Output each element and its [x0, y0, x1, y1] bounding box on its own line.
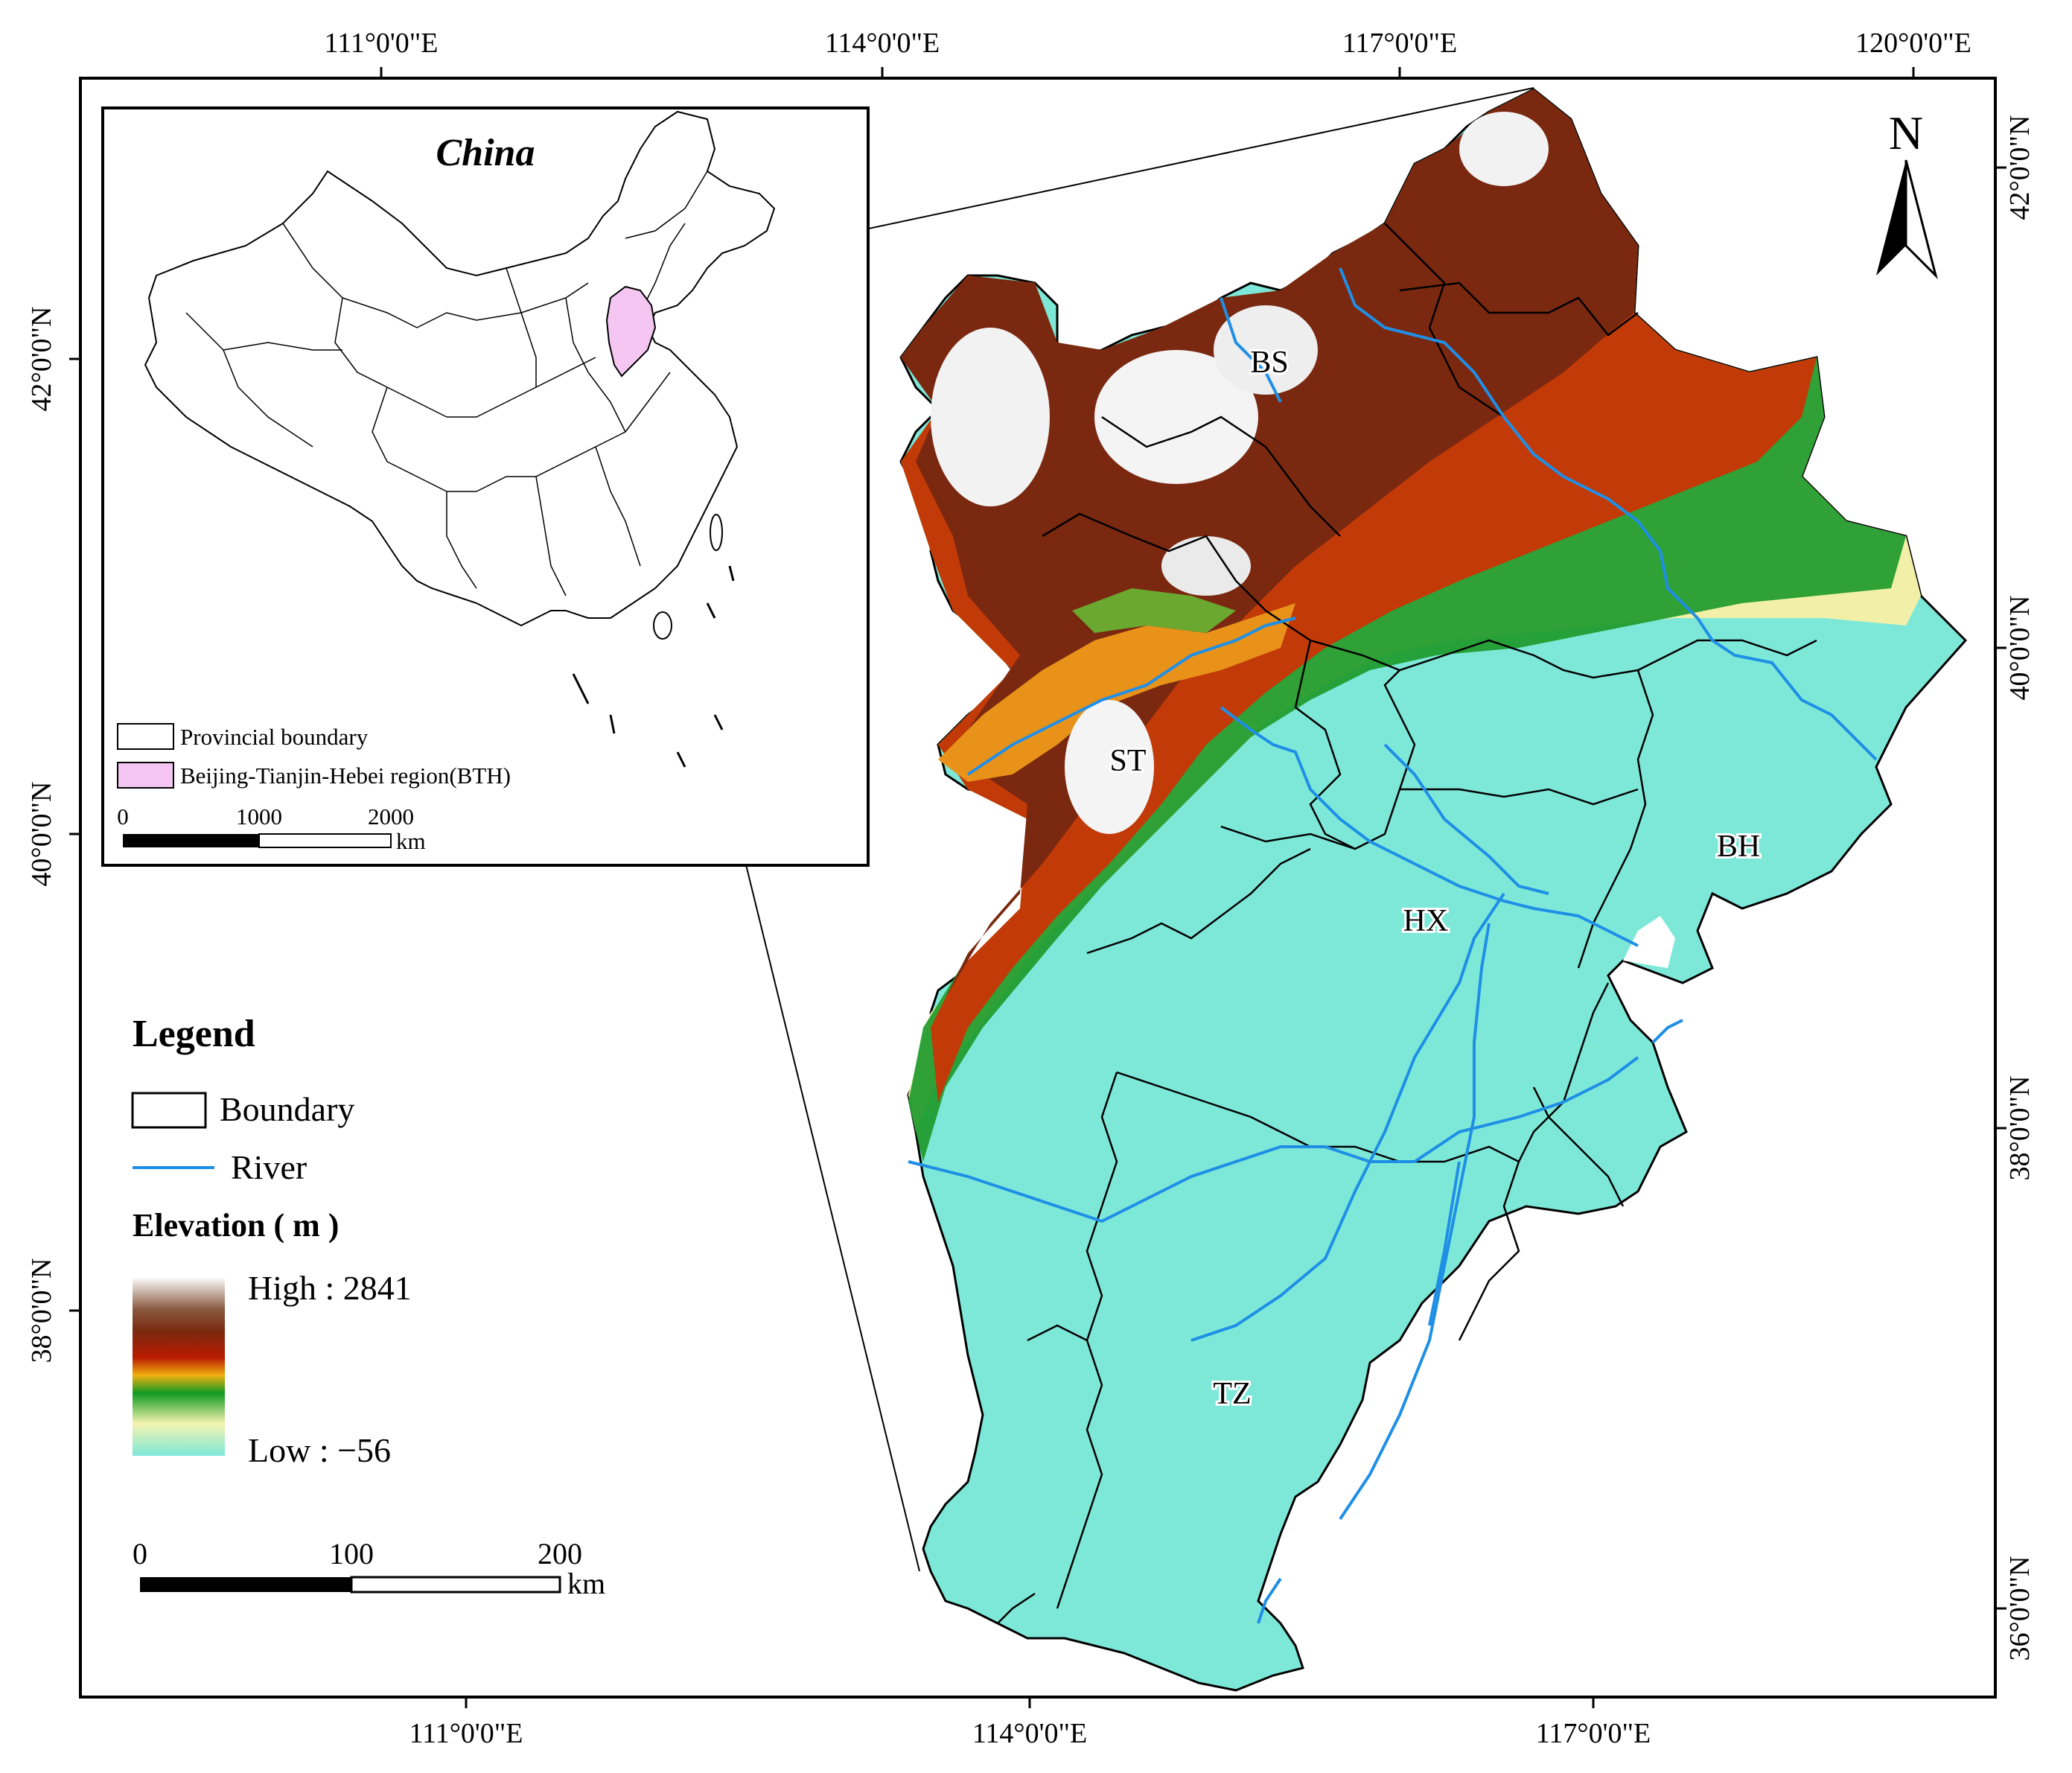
elevation-color-ramp: [133, 1277, 225, 1456]
inset-province-lines: [185, 171, 708, 596]
island-shape: [653, 611, 672, 640]
region-label-st: ST: [1109, 744, 1146, 778]
top-tick-label: 120°0'0"E: [1855, 28, 1971, 59]
inset-china-map: China: [101, 106, 870, 867]
map-frame: [79, 77, 1997, 1699]
right-axis: 42°0'0"N 40°0'0"N 38°0'0"N 36°0'0"N: [1995, 115, 2036, 1661]
legend-low-label: Low : −56: [248, 1431, 391, 1469]
scale-label: 100: [329, 1537, 374, 1570]
inset-legend-boundary-label: Provincial boundary: [180, 724, 369, 750]
north-arrow-label: N: [1889, 106, 1923, 159]
inset-title: China: [436, 132, 535, 174]
right-tick-label: 38°0'0"N: [2004, 1076, 2036, 1181]
inset-scale-label: 2000: [368, 803, 414, 830]
bottom-tick-label: 111°0'0"E: [409, 1718, 523, 1749]
inset-legend-bth-label: Beijing-Tianjin-Hebei region(BTH): [180, 763, 511, 789]
nine-dash-line: [713, 714, 724, 730]
legend-boundary-swatch: [131, 1092, 207, 1129]
bottom-tick-label: 114°0'0"E: [972, 1718, 1087, 1749]
right-tick-label: 36°0'0"N: [2004, 1556, 2036, 1661]
region-label-hx: HX: [1403, 904, 1449, 938]
right-tick-label: 42°0'0"N: [2004, 115, 2036, 220]
north-arrow-right-half: [1904, 159, 1938, 279]
inset-legend-swatch-bth: [117, 762, 174, 789]
left-tick-label: 38°0'0"N: [26, 1258, 57, 1363]
legend-high-label: High : 2841: [248, 1269, 412, 1307]
north-arrow: N: [1876, 106, 1938, 279]
valley-green-zone: [1072, 588, 1236, 633]
nine-dash-line: [572, 673, 590, 704]
inset-scale-unit: km: [396, 828, 426, 854]
bth-elevation-map: BS ST BH HX TZ: [899, 88, 1968, 1692]
peak-zone: [1459, 112, 1549, 186]
scale-bar-black: [140, 1577, 351, 1592]
bottom-axis: 111°0'0"E 114°0'0"E 117°0'0"E: [409, 1697, 1651, 1749]
region-label-tz: TZ: [1213, 1377, 1251, 1411]
inset-scale-bar-white: [258, 833, 392, 848]
nine-dash-line: [676, 751, 686, 768]
scale-label: 0: [133, 1537, 147, 1570]
legend-elevation-title: Elevation ( m ): [133, 1207, 339, 1244]
left-tick-label: 40°0'0"N: [26, 782, 57, 887]
right-tick-label: 40°0'0"N: [2004, 596, 2036, 701]
bottom-tick-label: 117°0'0"E: [1536, 1718, 1651, 1749]
peak-zone: [1161, 536, 1251, 596]
scale-bar: 0 100 200 km: [133, 1537, 605, 1600]
inset-scale-bar-black: [123, 834, 259, 847]
legend-river-label: River: [231, 1148, 307, 1186]
top-tick-label: 117°0'0"E: [1342, 28, 1457, 59]
bay-coast: [1623, 916, 1675, 968]
left-tick-label: 42°0'0"N: [26, 307, 57, 412]
inset-legend-swatch-boundary: [117, 723, 174, 750]
scale-unit: km: [567, 1567, 605, 1600]
top-tick-label: 111°0'0"E: [325, 28, 439, 59]
nine-dash-line: [706, 602, 716, 619]
top-axis: 111°0'0"E 114°0'0"E 117°0'0"E 120°0'0"E: [325, 28, 1971, 78]
peak-zone: [1214, 305, 1318, 395]
scale-label: 200: [538, 1537, 582, 1570]
china-outline: [144, 110, 776, 627]
legend-title: Legend: [133, 1013, 255, 1055]
inset-bth-highlight: [605, 285, 657, 378]
inset-scale-label: 0: [117, 803, 129, 830]
scale-bar-white: [350, 1576, 561, 1594]
region-label-bh: BH: [1717, 830, 1760, 864]
north-arrow-left-half: [1876, 160, 1906, 276]
legend: Legend Boundary River Elevation ( m ) Hi…: [131, 1013, 412, 1469]
island-shape: [710, 514, 723, 551]
nine-dash-line: [609, 714, 616, 734]
legend-boundary-label: Boundary: [220, 1090, 354, 1128]
left-axis: 42°0'0"N 40°0'0"N 38°0'0"N: [26, 307, 80, 1363]
region-label-bs: BS: [1250, 346, 1288, 380]
inset-scale-label: 1000: [236, 803, 282, 830]
peak-zone: [1094, 350, 1258, 484]
rivers: [908, 267, 1878, 1624]
top-tick-label: 114°0'0"E: [825, 28, 940, 59]
peak-zone: [931, 328, 1050, 506]
nine-dash-line: [728, 565, 735, 582]
peak-zone: [1065, 700, 1154, 834]
